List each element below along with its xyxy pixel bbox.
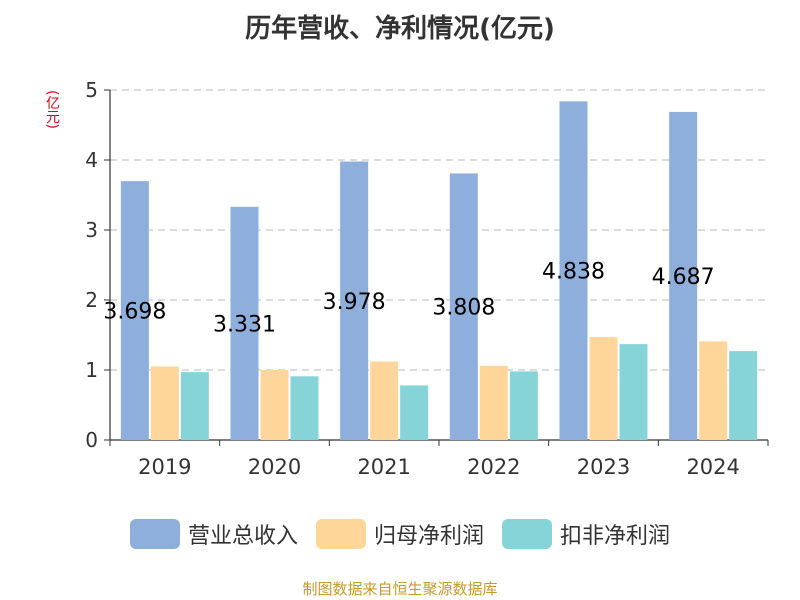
y-tick-label-1: 1 — [85, 358, 98, 382]
bar-net-profit-2023 — [589, 337, 618, 440]
bar-deducted-profit-2023 — [619, 344, 648, 440]
x-tick-label-2021: 2021 — [357, 455, 410, 479]
bar-net-profit-2022 — [479, 365, 508, 440]
bar-deducted-profit-2019 — [180, 372, 209, 440]
bar-revenue-2024 — [669, 111, 698, 440]
x-tick-label-2019: 2019 — [138, 455, 191, 479]
x-tick-label-2023: 2023 — [577, 455, 630, 479]
chart-title: 历年营收、净利情况(亿元) — [245, 14, 555, 44]
legend-swatch-net-profit — [315, 519, 366, 549]
legend-label-revenue: 营业总收入 — [187, 524, 298, 549]
bar-revenue-2021 — [340, 161, 369, 441]
data-label-revenue-2021: 3.978 — [323, 290, 386, 315]
data-label-revenue-2020: 3.331 — [213, 312, 276, 337]
y-tick-label-5: 5 — [85, 78, 98, 102]
y-tick-label-2: 2 — [85, 288, 98, 312]
bar-deducted-profit-2022 — [509, 371, 538, 440]
y-tick-label-3: 3 — [85, 218, 98, 242]
legend: 营业总收入 归母净利润 扣非净利润 — [0, 518, 800, 550]
legend-item-deducted-profit[interactable]: 扣非净利润 — [502, 518, 670, 550]
bar-net-profit-2024 — [699, 341, 728, 440]
legend-label-deducted-profit: 扣非净利润 — [560, 524, 671, 549]
data-label-revenue-2024: 4.687 — [652, 265, 715, 290]
data-label-revenue-2022: 3.808 — [432, 296, 495, 321]
bar-revenue-2023 — [559, 101, 588, 440]
bar-revenue-2022 — [449, 173, 478, 440]
bar-deducted-profit-2024 — [729, 351, 758, 440]
bar-deducted-profit-2021 — [400, 385, 429, 440]
x-tick-label-2020: 2020 — [248, 455, 301, 479]
y-tick-label-4: 4 — [85, 148, 98, 172]
bar-net-profit-2019 — [150, 366, 179, 440]
y-tick-label-0: 0 — [85, 428, 98, 452]
legend-swatch-revenue — [129, 519, 180, 549]
data-source: 制图数据来自恒生聚源数据库 — [302, 580, 498, 598]
data-label-revenue-2023: 4.838 — [542, 260, 605, 285]
x-tick-label-2022: 2022 — [467, 455, 520, 479]
bar-net-profit-2020 — [260, 370, 289, 440]
data-label-revenue-2019: 3.698 — [103, 300, 166, 325]
bar-net-profit-2021 — [370, 361, 399, 440]
bar-deducted-profit-2020 — [290, 376, 319, 440]
bar-revenue-2019 — [120, 181, 149, 440]
legend-item-revenue[interactable]: 营业总收入 — [129, 518, 298, 550]
x-tick-label-2024: 2024 — [686, 455, 739, 479]
bar-revenue-2020 — [230, 206, 259, 440]
y-axis-unit: (亿元) — [44, 90, 60, 129]
legend-swatch-deducted-profit — [502, 519, 552, 549]
legend-item-net-profit[interactable]: 归母净利润 — [315, 518, 484, 550]
legend-label-net-profit: 归母净利润 — [373, 524, 484, 549]
